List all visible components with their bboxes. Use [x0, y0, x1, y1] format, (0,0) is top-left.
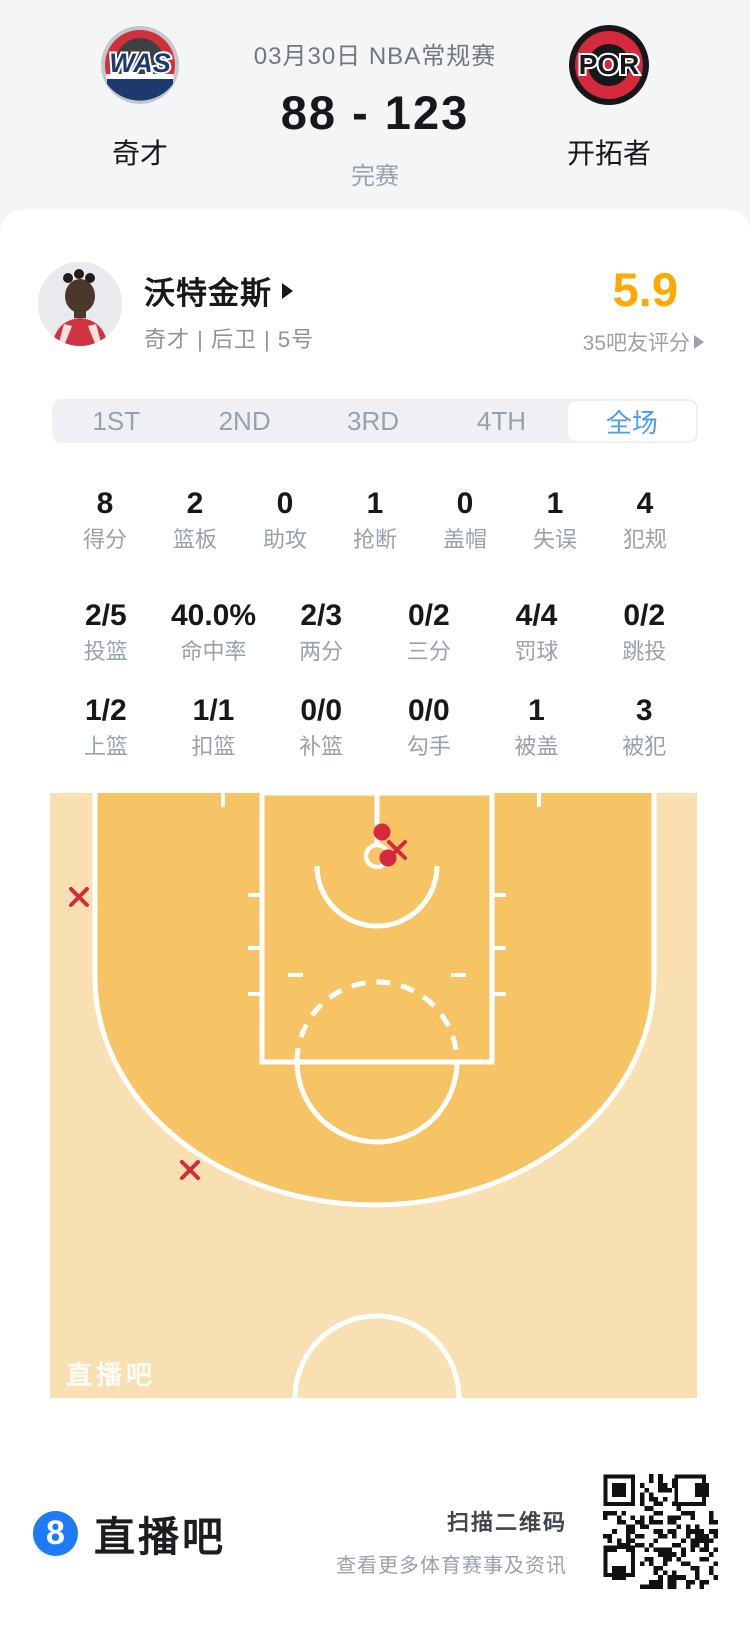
- match-status: 完赛: [351, 163, 399, 190]
- court-watermark: 直播吧: [66, 1360, 157, 1390]
- tab-2nd[interactable]: 2ND: [218, 405, 271, 436]
- away-team-name: 开拓者: [566, 138, 651, 169]
- stat-3pt: 0/2 三分: [406, 599, 451, 664]
- scan-title: 扫描二维码: [446, 1510, 567, 1535]
- svg-text:POR: POR: [579, 49, 640, 80]
- tab-3rd[interactable]: 3RD: [347, 405, 400, 436]
- player-detail-arrow-icon: [282, 282, 293, 299]
- rating-value: 5.9: [612, 263, 678, 316]
- rating-note-link[interactable]: 35吧友评分: [583, 327, 704, 357]
- home-team-name: 奇才: [111, 138, 168, 169]
- made-shot-marker: [373, 823, 391, 841]
- made-shot-marker: [379, 849, 397, 867]
- missed-shot-marker: [69, 887, 89, 907]
- match-info: 03月30日 NBA常规赛 88 - 123 完赛: [185, 0, 565, 191]
- qr-code: [603, 1474, 718, 1589]
- away-team-logo-icon: POR: [568, 24, 650, 106]
- stat-assists: 0 助攻: [262, 487, 307, 552]
- player-name-link[interactable]: 沃特金斯: [144, 268, 293, 313]
- player-meta: 奇才 | 后卫 | 5号: [144, 327, 315, 352]
- stat-hook: 0/0 勾手: [406, 694, 451, 759]
- shot-chart-court: 直播吧: [50, 793, 697, 1398]
- match-header: WAS 奇才 03月30日 NBA常规赛 88 - 123 完赛 POR 开拓者: [0, 0, 750, 210]
- stat-points: 8 得分: [82, 487, 127, 552]
- brand-name: 直播吧: [94, 1514, 226, 1560]
- footer: 8 直播吧 扫描二维码 查看更多体育赛事及资讯: [0, 1419, 750, 1629]
- shot-marks: [69, 823, 407, 1180]
- home-team-logo-icon: WAS: [99, 24, 181, 106]
- stat-tipin: 0/0 补篮: [299, 694, 344, 759]
- stat-got-blocked: 1 被盖: [514, 694, 559, 759]
- scan-subtitle: 查看更多体育赛事及资讯: [336, 1555, 567, 1577]
- stat-layup: 1/2 上篮: [83, 694, 128, 759]
- stat-jumpshot: 0/2 跳投: [622, 599, 667, 664]
- home-team: WAS 奇才: [50, 24, 230, 172]
- rating-note-arrow-icon: [694, 335, 704, 349]
- stats-row-basic: 8 得分 2 篮板 0 助攻 1 抢断 0 盖帽 1 失误: [60, 488, 690, 552]
- quarter-tabs: 1ST 2ND 3RD 4TH 全场: [52, 399, 698, 443]
- scan-block: 扫描二维码 查看更多体育赛事及资讯: [336, 1505, 567, 1578]
- tab-4th[interactable]: 4TH: [476, 405, 526, 436]
- player-stats-card: 沃特金斯 奇才 | 后卫 | 5号 5.9 35吧友评分 1ST 2ND 3RD…: [0, 210, 750, 1629]
- player-name: 沃特金斯: [144, 276, 272, 311]
- stat-steals: 1 抢断: [352, 487, 397, 552]
- stat-fg-pct: 40.0% 命中率: [170, 599, 257, 664]
- stat-blocks: 0 盖帽: [442, 487, 487, 552]
- stat-fouls: 4 犯规: [622, 487, 667, 552]
- stat-fg: 2/5 投篮: [83, 599, 128, 664]
- stat-rebounds: 2 篮板: [172, 487, 217, 552]
- stat-2pt: 2/3 两分: [299, 599, 344, 664]
- svg-text:WAS: WAS: [109, 48, 171, 78]
- rating-block: 5.9 35吧友评分: [583, 262, 704, 357]
- tab-full-game[interactable]: 全场: [567, 401, 697, 441]
- rating-note-text: 35吧友评分: [582, 332, 690, 355]
- player-avatar: [38, 262, 122, 346]
- zhibo8-logo-icon: 8: [33, 1510, 78, 1556]
- match-score: 88 - 123: [280, 86, 470, 139]
- tab-1st[interactable]: 1ST: [92, 405, 141, 436]
- stat-dunk: 1/1 扣篮: [191, 694, 236, 759]
- stats-row-shooting: 2/5 投篮 40.0% 命中率 2/3 两分 0/2 三分 4/4 罚球 0/…: [52, 600, 698, 664]
- missed-shot-marker: [180, 1160, 200, 1180]
- stats-row-detail: 1/2 上篮 1/1 扣篮 0/0 补篮 0/0 勾手 1 被盖 3 被犯: [52, 695, 698, 759]
- brand: 8 直播吧: [33, 1503, 226, 1563]
- stat-ft: 4/4 罚球: [514, 599, 559, 664]
- match-date: 03月30日 NBA常规赛: [253, 43, 497, 70]
- stat-fouled: 3 被犯: [622, 694, 667, 759]
- away-team: POR 开拓者: [519, 24, 699, 172]
- inside-arc-area: [95, 793, 654, 1205]
- stat-turnovers: 1 失误: [532, 487, 577, 552]
